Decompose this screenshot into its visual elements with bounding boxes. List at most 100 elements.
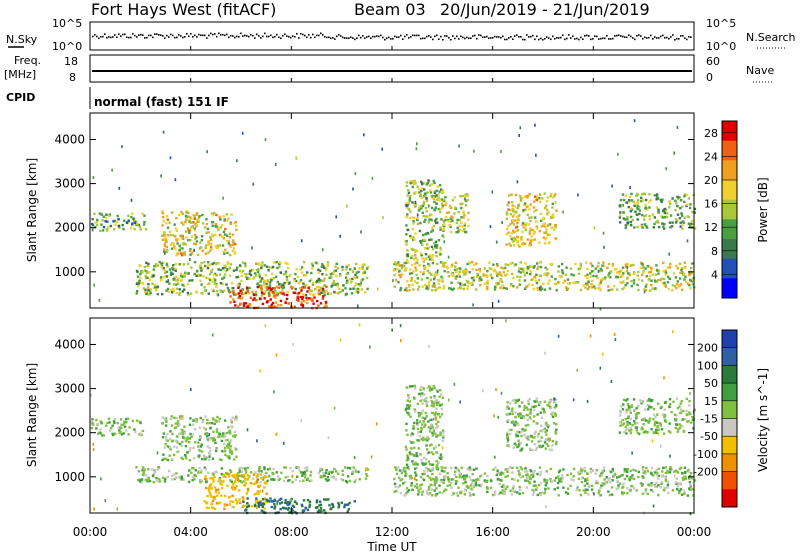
- velocity-cell: [435, 401, 438, 404]
- power-cell: [398, 269, 401, 272]
- velocity-cell: [433, 478, 436, 481]
- power-cell: [282, 292, 285, 295]
- power-cell: [421, 204, 425, 208]
- power-cell: [421, 285, 424, 288]
- power-cell: [426, 231, 429, 235]
- velocity-cell: [268, 475, 271, 478]
- velocity-cell: [178, 442, 182, 446]
- velocity-cell: [407, 396, 411, 400]
- velocity-cell: [431, 494, 434, 497]
- power-cell: [413, 249, 416, 252]
- power-cell: [597, 286, 600, 290]
- noise-point: [370, 37, 372, 40]
- velocity-cell: [433, 413, 437, 416]
- power-cell: [529, 243, 533, 247]
- velocity-cell: [246, 428, 249, 432]
- velocity-cell: [265, 492, 268, 495]
- power-cell: [592, 274, 595, 278]
- velocity-cell: [451, 478, 455, 481]
- power-cell: [630, 208, 633, 211]
- power-cell: [286, 262, 289, 265]
- power-cell: [666, 275, 670, 279]
- velocity-cell: [682, 475, 686, 478]
- power-cell: [554, 200, 557, 204]
- power-cell: [168, 268, 172, 271]
- velocity-cell: [166, 433, 169, 436]
- velocity-cell: [411, 432, 415, 436]
- power-cell: [464, 230, 467, 234]
- velocity-cell: [440, 403, 443, 406]
- noise-point: [610, 38, 612, 40]
- velocity-cell: [110, 426, 113, 430]
- power-cell: [627, 205, 630, 209]
- power-cell: [594, 267, 597, 270]
- velocity-cell: [277, 475, 280, 478]
- velocity-cell: [525, 476, 529, 480]
- power-cell: [304, 293, 308, 297]
- power-cell: [411, 227, 415, 231]
- power-cell: [433, 200, 436, 204]
- velocity-cell: [341, 473, 344, 476]
- velocity-cell: [217, 435, 220, 439]
- velocity-cell: [626, 427, 629, 431]
- power-cell: [430, 218, 433, 221]
- velocity-cell: [692, 427, 695, 430]
- velocity-cell: [500, 485, 504, 489]
- power-cell: [283, 281, 286, 285]
- velocity-cell: [211, 476, 214, 480]
- velocity-cell: [510, 428, 513, 432]
- velocity-cell: [280, 501, 284, 504]
- power-cell: [532, 287, 535, 291]
- velocity-cell: [621, 423, 624, 426]
- power-cell: [269, 288, 273, 291]
- velocity-cell: [454, 470, 457, 473]
- power-cell: [270, 303, 274, 307]
- noise-point: [616, 34, 618, 37]
- power-cell: [268, 284, 272, 287]
- velocity-cell: [225, 431, 229, 435]
- power-cell: [325, 285, 328, 289]
- power-cell: [181, 275, 184, 278]
- velocity-cell: [515, 430, 519, 433]
- velocity-cell: [524, 479, 527, 482]
- velocity-cell: [669, 466, 672, 469]
- velocity-cell: [208, 451, 211, 455]
- power-cell: [185, 218, 188, 222]
- noise-point: [328, 36, 330, 39]
- power-cell: [417, 285, 421, 288]
- power-cell: [309, 298, 313, 301]
- noise-point: [354, 38, 356, 41]
- velocity-cell: [511, 412, 514, 415]
- velocity-cell: [500, 391, 503, 395]
- power-cell: [255, 274, 258, 277]
- velocity-cell: [406, 454, 409, 457]
- velocity-cell: [557, 334, 560, 338]
- velocity-cell: [482, 389, 484, 393]
- power-cell: [419, 270, 423, 274]
- power-cell: [405, 287, 408, 290]
- power-cell: [678, 217, 682, 220]
- velocity-cell: [232, 488, 235, 491]
- power-cell: [472, 276, 475, 279]
- noise-point: [120, 35, 122, 37]
- power-cell: [602, 264, 606, 267]
- power-cell: [242, 302, 246, 305]
- power-cell: [438, 279, 441, 282]
- velocity-cell: [521, 491, 525, 495]
- velocity-cell: [283, 466, 286, 469]
- power-cell: [547, 282, 550, 285]
- power-cell: [320, 265, 323, 269]
- power-cell: [254, 272, 257, 275]
- power-cell: [263, 264, 266, 267]
- power-cell: [255, 268, 259, 272]
- power-cell: [213, 282, 217, 286]
- power-cell: [641, 198, 645, 202]
- velocity-cell: [181, 431, 184, 434]
- velocity-cell: [273, 390, 275, 394]
- power-cell: [133, 227, 136, 231]
- velocity-cell: [628, 422, 631, 425]
- power-cell: [419, 193, 423, 196]
- power-cell: [307, 286, 310, 290]
- power-cell: [663, 211, 667, 215]
- power-cell: [358, 267, 361, 270]
